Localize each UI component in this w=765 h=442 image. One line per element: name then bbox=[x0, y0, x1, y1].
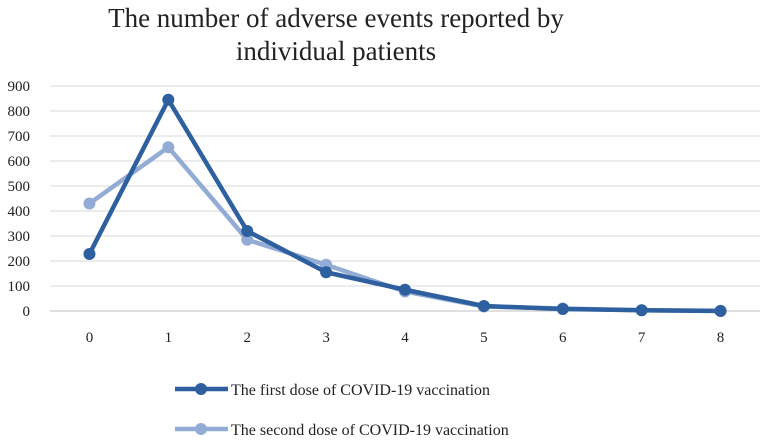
x-tick-label: 0 bbox=[86, 330, 94, 346]
data-point bbox=[83, 197, 96, 210]
data-point bbox=[714, 305, 727, 317]
data-point bbox=[162, 93, 175, 106]
x-tick-label: 8 bbox=[717, 330, 725, 346]
data-point bbox=[399, 283, 411, 296]
data-point bbox=[556, 303, 569, 315]
chart-title-line-1: The number of adverse events reported by bbox=[108, 3, 564, 33]
x-tick-label: 4 bbox=[401, 330, 409, 346]
x-tick-label: 7 bbox=[638, 330, 646, 346]
series-line bbox=[87, 97, 723, 314]
legend-marker bbox=[195, 383, 207, 395]
y-tick-label: 300 bbox=[8, 229, 31, 245]
series-1 bbox=[83, 93, 727, 317]
series-layer bbox=[83, 93, 727, 317]
x-axis-ticks: 0 1 2 3 4 5 6 7 8 bbox=[86, 330, 725, 346]
chart-title-line-2: individual patients bbox=[236, 36, 436, 66]
y-tick-label: 400 bbox=[8, 204, 31, 220]
legend-item-1: The first dose of COVID-19 vaccination bbox=[175, 382, 490, 399]
y-tick-label: 500 bbox=[8, 179, 31, 195]
x-tick-label: 3 bbox=[322, 330, 330, 346]
x-tick-label: 5 bbox=[480, 330, 488, 346]
y-tick-label: 200 bbox=[8, 254, 31, 270]
x-tick-label: 6 bbox=[559, 330, 567, 346]
data-point bbox=[162, 141, 175, 154]
legend-marker bbox=[195, 423, 207, 435]
y-tick-label: 600 bbox=[8, 154, 31, 170]
x-tick-label: 2 bbox=[243, 330, 251, 346]
data-point bbox=[83, 248, 96, 260]
y-axis-ticks: 0 100 200 300 400 500 600 700 800 900 bbox=[8, 79, 31, 320]
data-point bbox=[241, 233, 254, 246]
y-tick-label: 800 bbox=[8, 104, 31, 120]
data-point bbox=[635, 304, 648, 317]
data-point bbox=[477, 300, 490, 312]
y-tick-label: 900 bbox=[8, 79, 31, 95]
legend-label: The second dose of COVID-19 vaccination bbox=[231, 422, 509, 439]
y-tick-label: 0 bbox=[23, 304, 31, 320]
gridlines bbox=[50, 85, 760, 312]
legend-label: The first dose of COVID-19 vaccination bbox=[231, 382, 490, 399]
legend: The first dose of COVID-19 vaccination Th… bbox=[175, 382, 509, 439]
data-point bbox=[320, 266, 333, 279]
x-tick-label: 1 bbox=[165, 330, 173, 346]
y-tick-label: 700 bbox=[8, 129, 31, 145]
legend-item-2: The second dose of COVID-19 vaccination bbox=[175, 422, 509, 439]
data-point bbox=[241, 225, 254, 237]
y-tick-label: 100 bbox=[8, 279, 31, 295]
